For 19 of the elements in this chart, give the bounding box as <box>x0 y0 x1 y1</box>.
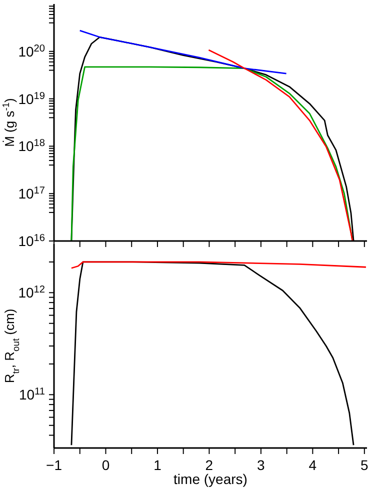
line-series <box>79 30 287 74</box>
line-series <box>70 261 354 446</box>
line-series <box>208 49 354 241</box>
y-tick-label: 10$^{18}$ <box>18 138 46 154</box>
x-tick-label: 0 <box>102 457 110 473</box>
x-tick-label: 5 <box>360 457 369 473</box>
line-series <box>70 261 367 269</box>
y-tick-label: 10$^{11}$ <box>18 386 46 403</box>
x-tick-label: 2 <box>205 457 214 473</box>
x-tick-label: 4 <box>308 457 317 473</box>
y-tick-label: 10$^{20}$ <box>18 42 46 60</box>
y-tick-label: 10$^{12}$ <box>18 284 46 301</box>
x-axis-title: time (years) <box>174 471 248 487</box>
x-tick-label: −1 <box>46 457 62 473</box>
y-tick-label: 10$^{17}$ <box>18 185 46 202</box>
y-tick-label: 10$^{16}$ <box>18 232 46 249</box>
y-tick-label: 10$^{19}$ <box>18 90 46 107</box>
x-tick-label: 3 <box>257 457 266 473</box>
x-tick-label: 1 <box>154 457 162 473</box>
